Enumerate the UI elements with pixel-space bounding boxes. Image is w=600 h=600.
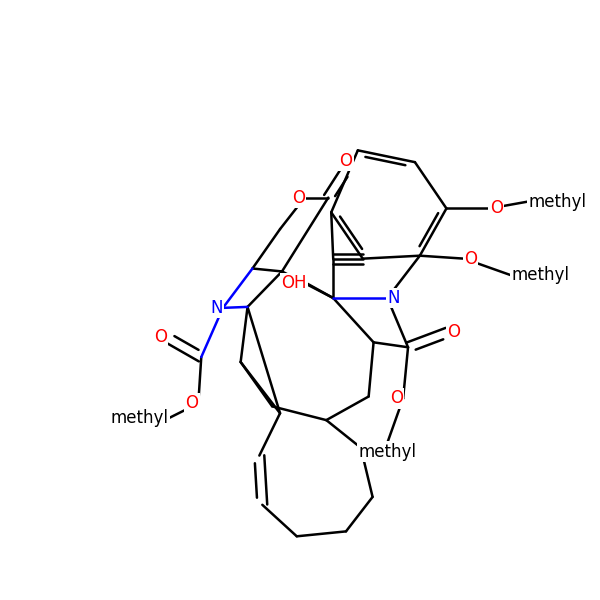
Text: methyl: methyl xyxy=(528,193,586,211)
Text: methyl: methyl xyxy=(511,266,569,284)
Text: N: N xyxy=(211,299,223,317)
Text: O: O xyxy=(464,250,477,268)
Text: OH: OH xyxy=(281,274,307,292)
Text: O: O xyxy=(340,152,353,170)
Text: methyl: methyl xyxy=(358,443,416,461)
Text: O: O xyxy=(448,323,460,341)
Text: methyl: methyl xyxy=(111,409,169,427)
Text: O: O xyxy=(490,199,503,217)
Text: O: O xyxy=(292,188,305,206)
Text: N: N xyxy=(388,289,400,307)
Text: O: O xyxy=(185,394,199,412)
Text: O: O xyxy=(390,389,403,407)
Text: O: O xyxy=(154,328,167,346)
